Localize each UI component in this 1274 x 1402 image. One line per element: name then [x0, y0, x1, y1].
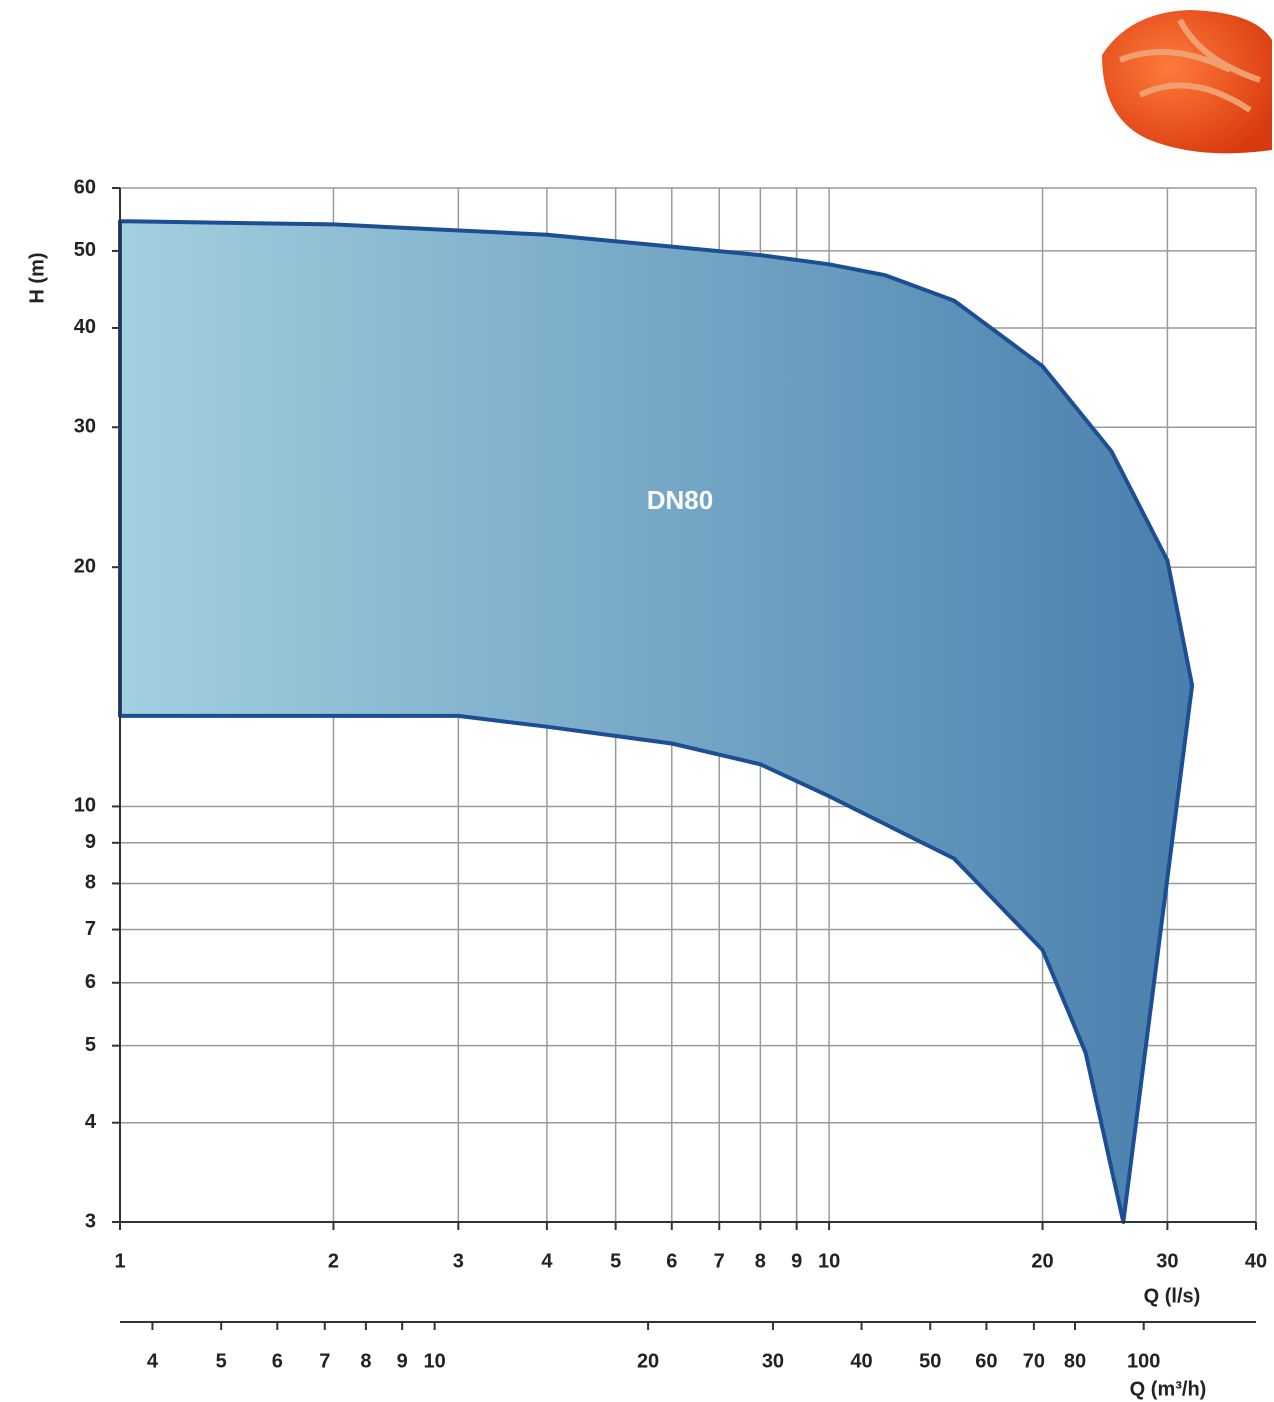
- x2-tick-label: 70: [1023, 1350, 1045, 1372]
- x-tick-label: 20: [1031, 1250, 1053, 1272]
- x-tick-label: 30: [1156, 1250, 1178, 1272]
- y-axis-label: H (m): [26, 252, 48, 303]
- x2-tick-label: 40: [850, 1350, 872, 1372]
- y-tick-label: 5: [85, 1034, 96, 1056]
- y-tick-label: 4: [85, 1111, 97, 1133]
- y-tick-label: 60: [74, 176, 96, 198]
- series-label: DN80: [647, 485, 713, 515]
- x-axis-label: Q (l/s): [1144, 1285, 1201, 1307]
- x2-tick-label: 30: [762, 1350, 784, 1372]
- y-tick-label: 40: [74, 316, 96, 338]
- y-tick-label: 10: [74, 795, 96, 817]
- y-tick-label: 3: [85, 1210, 96, 1232]
- x2-tick-label: 10: [423, 1350, 445, 1372]
- x-tick-label: 5: [610, 1250, 621, 1272]
- x-tick-label: 4: [541, 1250, 553, 1272]
- x-tick-label: 9: [791, 1250, 802, 1272]
- x2-tick-label: 9: [397, 1350, 408, 1372]
- y-tick-label: 6: [85, 971, 96, 993]
- x2-tick-label: 8: [360, 1350, 371, 1372]
- x-tick-label: 7: [714, 1250, 725, 1272]
- x2-tick-label: 100: [1127, 1350, 1160, 1372]
- x2-tick-label: 5: [216, 1350, 227, 1372]
- impeller-image: [1102, 10, 1272, 154]
- y-tick-label: 30: [74, 416, 96, 438]
- y-tick-label: 9: [85, 831, 96, 853]
- x-tick-label: 3: [453, 1250, 464, 1272]
- x-tick-label: 8: [755, 1250, 766, 1272]
- x-tick-label: 10: [818, 1250, 840, 1272]
- y-tick-label: 8: [85, 872, 96, 894]
- x2-tick-label: 50: [919, 1350, 941, 1372]
- x-tick-label: 40: [1245, 1250, 1267, 1272]
- x-tick-label: 1: [114, 1250, 125, 1272]
- x2-tick-label: 4: [147, 1350, 159, 1372]
- x2-tick-label: 7: [319, 1350, 330, 1372]
- range-area: [118, 219, 1195, 1224]
- x2-tick-label: 80: [1064, 1350, 1086, 1372]
- y-tick-label: 20: [74, 555, 96, 577]
- y-tick-label: 50: [74, 239, 96, 261]
- x2-tick-label: 20: [637, 1350, 659, 1372]
- x2-tick-label: 60: [975, 1350, 997, 1372]
- y-tick-label: 7: [85, 918, 96, 940]
- x2-axis-label: Q (m³/h): [1130, 1378, 1207, 1400]
- x-tick-label: 2: [328, 1250, 339, 1272]
- x2-tick-label: 6: [272, 1350, 283, 1372]
- x-tick-label: 6: [666, 1250, 677, 1272]
